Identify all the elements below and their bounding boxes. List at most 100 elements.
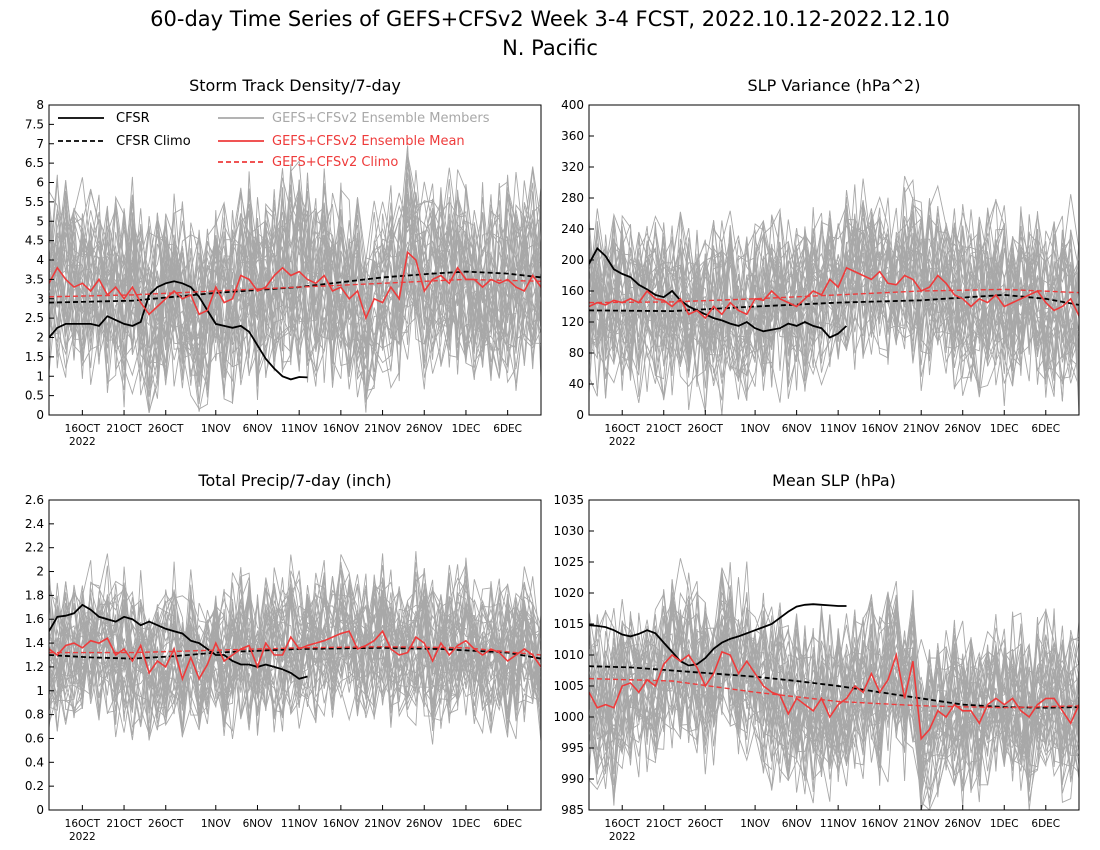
y-tick-label: 80 [569,346,584,360]
ensemble-member-line [589,206,1079,384]
y-tick-label: 4.5 [25,234,44,248]
x-tick-label: 26OCT [688,423,724,435]
cfsr-line [49,280,308,381]
ensemble-member-line [589,189,1079,401]
cfsr-climo-line [49,646,541,660]
y-tick-label: 0 [36,803,44,817]
x-year-label: 2022 [609,436,636,448]
y-tick-label: 1.5 [25,350,44,364]
y-tick-label: 2.4 [25,517,44,531]
y-tick-label: 6.5 [25,156,44,170]
ensemble-member-line [49,172,541,390]
y-tick-label: 8 [36,98,44,112]
plot-frame [48,499,542,811]
x-tick-label: 1DEC [990,818,1019,830]
y-tick-label: 1030 [553,524,584,538]
gefs-climo-line [49,645,541,656]
ensemble-mean-line [49,629,541,682]
y-tick-label: 360 [561,129,584,143]
y-tick-label: 7 [36,137,44,151]
ensemble-member-line [589,178,1079,399]
y-tick-label: 0.5 [25,389,44,403]
x-year-label: 2022 [609,831,636,843]
x-tick-label: 26NOV [406,423,443,435]
figure-title-line1: 60-day Time Series of GEFS+CFSv2 Week 3-… [150,7,950,31]
y-tick-label: 0.6 [25,731,44,745]
x-tick-label: 11NOV [820,423,857,435]
gefs-climo-line [589,677,1079,709]
y-tick-label: 1 [36,684,44,698]
x-tick-label: 6NOV [243,423,274,435]
ensemble-member-line [589,599,1079,793]
x-tick-label: 1NOV [740,423,771,435]
ensemble-member-line [49,562,541,725]
y-tick-label: 200 [561,253,584,267]
x-tick-label: 6NOV [243,818,274,830]
ensemble-member-line [589,602,1079,791]
x-tick-label: 6DEC [493,818,522,830]
x-year-label: 2022 [69,831,96,843]
y-tick-label: 1.4 [25,636,44,650]
x-tick-label: 21OCT [106,423,142,435]
y-tick-label: 2 [36,565,44,579]
y-tick-label: 6 [36,176,44,190]
ensemble-member-line [49,153,541,404]
chart-panel-3: Total Precip/7-day (inch)00.20.40.60.811… [25,471,542,843]
x-tick-label: 16OCT [605,423,641,435]
y-tick-label: 5.5 [25,195,44,209]
y-tick-label: 240 [561,222,584,236]
y-tick-label: 2.2 [25,541,44,555]
y-tick-label: 2.6 [25,493,44,507]
panels: Storm Track Density/7-day 0 0.5 1 1.5 2 2.5 3 3.… [25,76,1080,843]
ensemble-member-line [49,564,541,737]
legend-mean-label: GEFS+CFSv2 Ensemble Mean [272,134,465,149]
x-tick-label: 26OCT [148,423,184,435]
y-tick-label: 0.4 [25,755,44,769]
x-tick-label: 21NOV [364,423,401,435]
ensemble-member-line [589,206,1079,399]
y-tick-label: 1.2 [25,660,44,674]
y-tick-label: 985 [561,803,584,817]
y-tick-label: 320 [561,160,584,174]
x-tick-label: 16OCT [65,423,101,435]
y-tick-label: 1035 [553,493,584,507]
ensemble-member-line [589,184,1079,384]
x-tick-label: 1NOV [201,818,232,830]
legend-members-label: GEFS+CFSv2 Ensemble Members [272,111,490,126]
ensemble-member-line [49,181,541,412]
legend-cfsr-climo-label: CFSR Climo [116,134,191,149]
ensemble-member-line [49,192,541,373]
y-tick-label: 990 [561,772,584,786]
gefs-climo-line [589,288,1079,304]
ensemble-member-line [589,562,1079,810]
y-tick-label: 995 [561,741,584,755]
y-tick-label: 0.8 [25,708,44,722]
plot-area [589,558,1079,810]
x-tick-label: 6DEC [1031,818,1060,830]
x-tick-label: 21NOV [364,818,401,830]
y-tick-label: 1005 [553,679,584,693]
chart-panel-4: Mean SLP (hPa) 985 990 995 1000 1005 1010 1015 1… [553,471,1080,843]
ensemble-member-line [589,206,1079,390]
cfsr-line [589,603,847,667]
ensemble-member-line [589,196,1079,394]
x-tick-label: 1DEC [990,423,1019,435]
y-tick-label: 40 [569,377,584,391]
x-tick-label: 6NOV [782,423,813,435]
x-tick-label: 16NOV [861,423,898,435]
x-tick-label: 16NOV [323,423,360,435]
chart-title: SLP Variance (hPa^2) [748,76,921,95]
x-tick-label: 21OCT [646,423,682,435]
x-tick-label: 21NOV [903,423,940,435]
plot-area [589,175,1079,415]
y-tick-label: 1.6 [25,612,44,626]
x-tick-label: 26OCT [688,818,724,830]
cfsr-line [49,603,308,680]
x-tick-label: 1DEC [452,423,481,435]
gefs-climo-line [49,278,541,298]
y-tick-label: 4 [36,253,44,267]
x-tick-label: 16NOV [861,818,898,830]
y-tick-label: 7.5 [25,117,44,131]
x-tick-label: 11NOV [281,423,318,435]
ensemble-member-line [49,172,541,390]
